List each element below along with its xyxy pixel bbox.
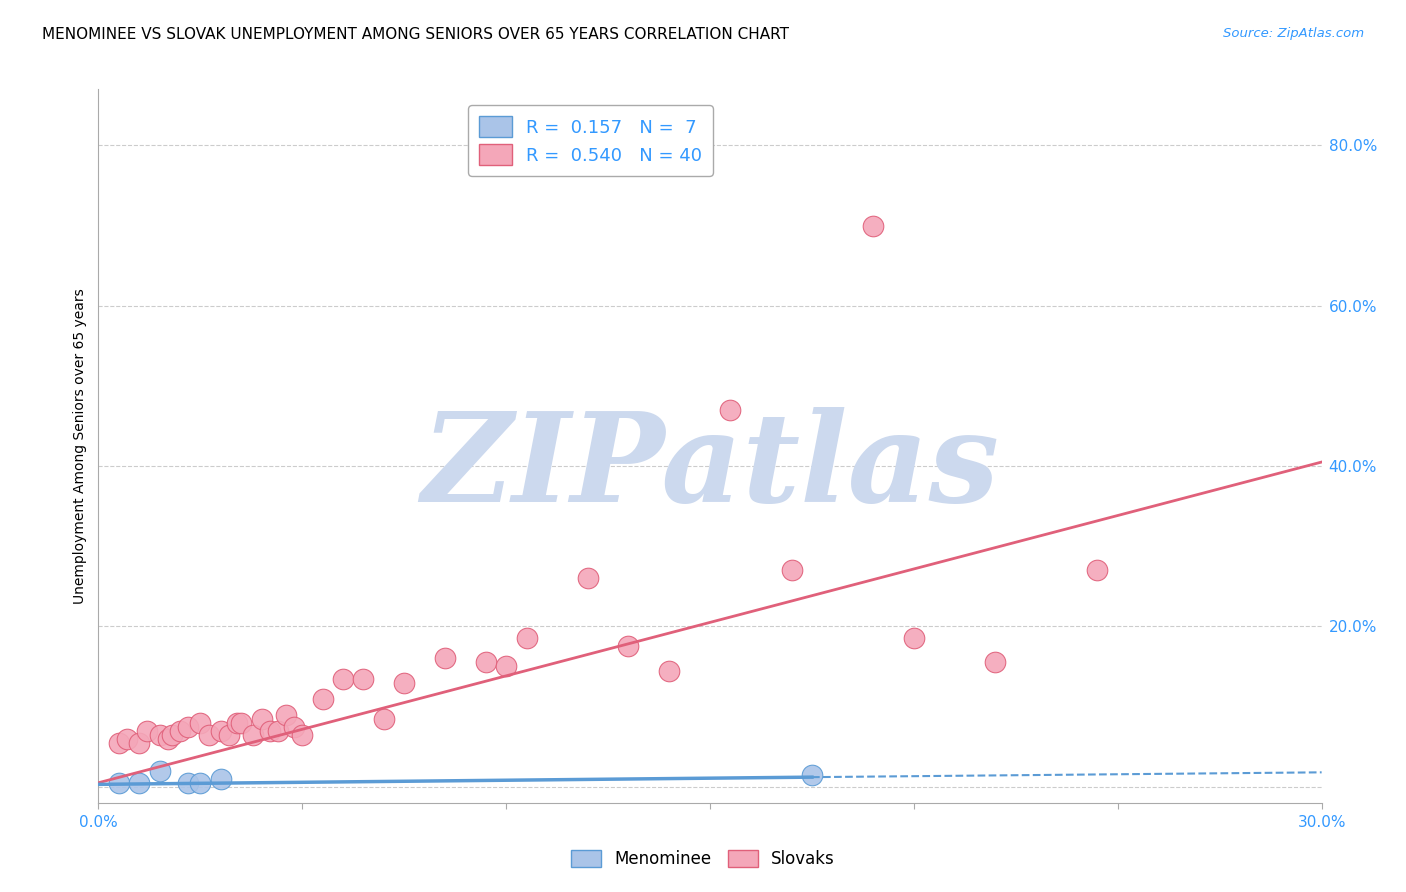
Point (177, 720, 200, 734)
Point (332, 672, 354, 686)
Point (283, 720, 305, 734)
Point (312, 691, 335, 706)
Point (128, 736, 150, 750)
Point (495, 659, 517, 673)
Point (617, 640, 640, 654)
Point (136, 723, 159, 738)
Point (1085, 563, 1108, 577)
Y-axis label: Unemployment Among Seniors over 65 years: Unemployment Among Seniors over 65 years (73, 288, 87, 604)
Point (576, 571, 599, 585)
Point (108, 736, 131, 750)
Point (984, 656, 1007, 670)
Point (352, 672, 374, 686)
Point (373, 712, 395, 726)
Point (291, 728, 314, 742)
Point (149, 764, 172, 778)
Point (169, 723, 191, 738)
Point (218, 728, 240, 742)
Text: Source: ZipAtlas.com: Source: ZipAtlas.com (1223, 27, 1364, 40)
Text: ZIPatlas: ZIPatlas (420, 407, 1000, 528)
Point (188, 776, 212, 790)
Point (209, 723, 232, 738)
Legend: R =  0.157   N =  7, R =  0.540   N = 40: R = 0.157 N = 7, R = 0.540 N = 40 (468, 105, 713, 176)
Point (160, 728, 183, 742)
Point (474, 656, 498, 670)
Point (434, 651, 457, 665)
Point (197, 728, 219, 742)
Text: MENOMINEE VS SLOVAK UNEMPLOYMENT AMONG SENIORS OVER 65 YEARS CORRELATION CHART: MENOMINEE VS SLOVAK UNEMPLOYMENT AMONG S… (42, 27, 789, 42)
Point (156, 731, 179, 746)
Point (231, 715, 253, 730)
Point (392, 675, 416, 690)
Point (780, 563, 803, 577)
Point (259, 723, 281, 738)
Point (658, 664, 681, 678)
Point (267, 723, 290, 738)
Point (177, 776, 200, 790)
Point (903, 632, 925, 646)
Point (801, 768, 824, 782)
Point (720, 403, 742, 417)
Point (149, 728, 172, 742)
Point (516, 632, 538, 646)
Point (188, 715, 212, 730)
Point (209, 772, 232, 786)
Point (128, 776, 150, 790)
Point (108, 776, 131, 790)
Point (226, 715, 249, 730)
Point (250, 712, 273, 726)
Point (862, 219, 884, 233)
Point (115, 731, 138, 746)
Legend: Menominee, Slovaks: Menominee, Slovaks (564, 843, 842, 875)
Point (274, 707, 297, 722)
Point (242, 728, 264, 742)
